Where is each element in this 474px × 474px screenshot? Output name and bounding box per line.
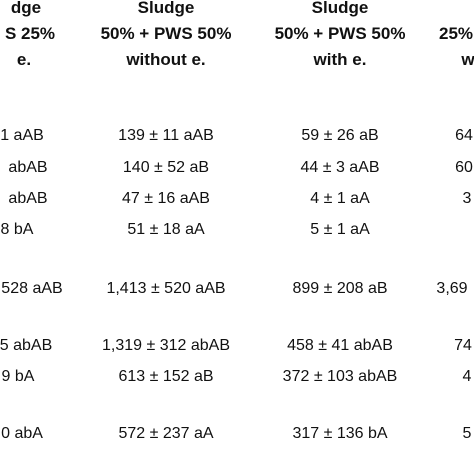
table-cell: 1 aAB xyxy=(0,127,44,144)
table-cell: 60 xyxy=(455,159,473,176)
column-header-line: w xyxy=(461,50,474,69)
table-cell: 372 ± 103 abAB xyxy=(282,368,398,385)
table-cell: 8 bA xyxy=(0,221,34,238)
table-cell: 5 abAB xyxy=(0,337,53,354)
column-header-line: S 25% xyxy=(4,24,56,43)
table-cell: 613 ± 152 aB xyxy=(118,368,214,385)
table-cell: 1,319 ± 312 abAB xyxy=(102,337,230,354)
column-header-line: e. xyxy=(16,50,32,69)
column-header-line: dge xyxy=(10,0,42,17)
table-cell: 51 ± 18 aA xyxy=(127,221,205,238)
table-cell: abAB xyxy=(8,190,48,207)
column-header-line: without e. xyxy=(126,50,206,69)
column-header-line: Sludge xyxy=(311,0,369,17)
table-cell: 47 ± 16 aAB xyxy=(122,190,210,207)
column-header-line: 50% + PWS 50% xyxy=(274,24,406,43)
table-cell: 458 ± 41 abAB xyxy=(287,337,393,354)
table-cell: 9 bA xyxy=(1,368,35,385)
table-cell: 3 xyxy=(462,190,472,207)
table-cell: 44 ± 3 aAB xyxy=(300,159,380,176)
table-cell: 5 ± 1 aA xyxy=(310,221,370,238)
column-header-line: 25% xyxy=(438,24,474,43)
table-cell: abAB xyxy=(8,159,48,176)
table-cell: 1,413 ± 520 aAB xyxy=(106,280,226,297)
table-cell: 4 xyxy=(462,368,472,385)
column-header-line: Sludge xyxy=(137,0,195,17)
table-cell: 140 ± 52 aB xyxy=(122,159,210,176)
table-cell: 4 ± 1 aA xyxy=(310,190,370,207)
table-cell: 3,69 xyxy=(436,280,468,297)
table-cell: 0 abA xyxy=(1,425,43,442)
column-header-line: with e. xyxy=(313,50,367,69)
table-cell: 5 xyxy=(462,425,472,442)
table-cell: 64 xyxy=(455,127,473,144)
table-cell: 59 ± 26 aB xyxy=(301,127,379,144)
table-cell: 74 xyxy=(454,337,472,354)
table-cell: 317 ± 136 bA xyxy=(292,425,388,442)
table-cell: 139 ± 11 aAB xyxy=(118,127,214,144)
table-cell: 572 ± 237 aA xyxy=(118,425,214,442)
table-cell: 528 aAB xyxy=(1,280,63,297)
column-header-line: 50% + PWS 50% xyxy=(100,24,232,43)
table-cell: 899 ± 208 aB xyxy=(292,280,388,297)
